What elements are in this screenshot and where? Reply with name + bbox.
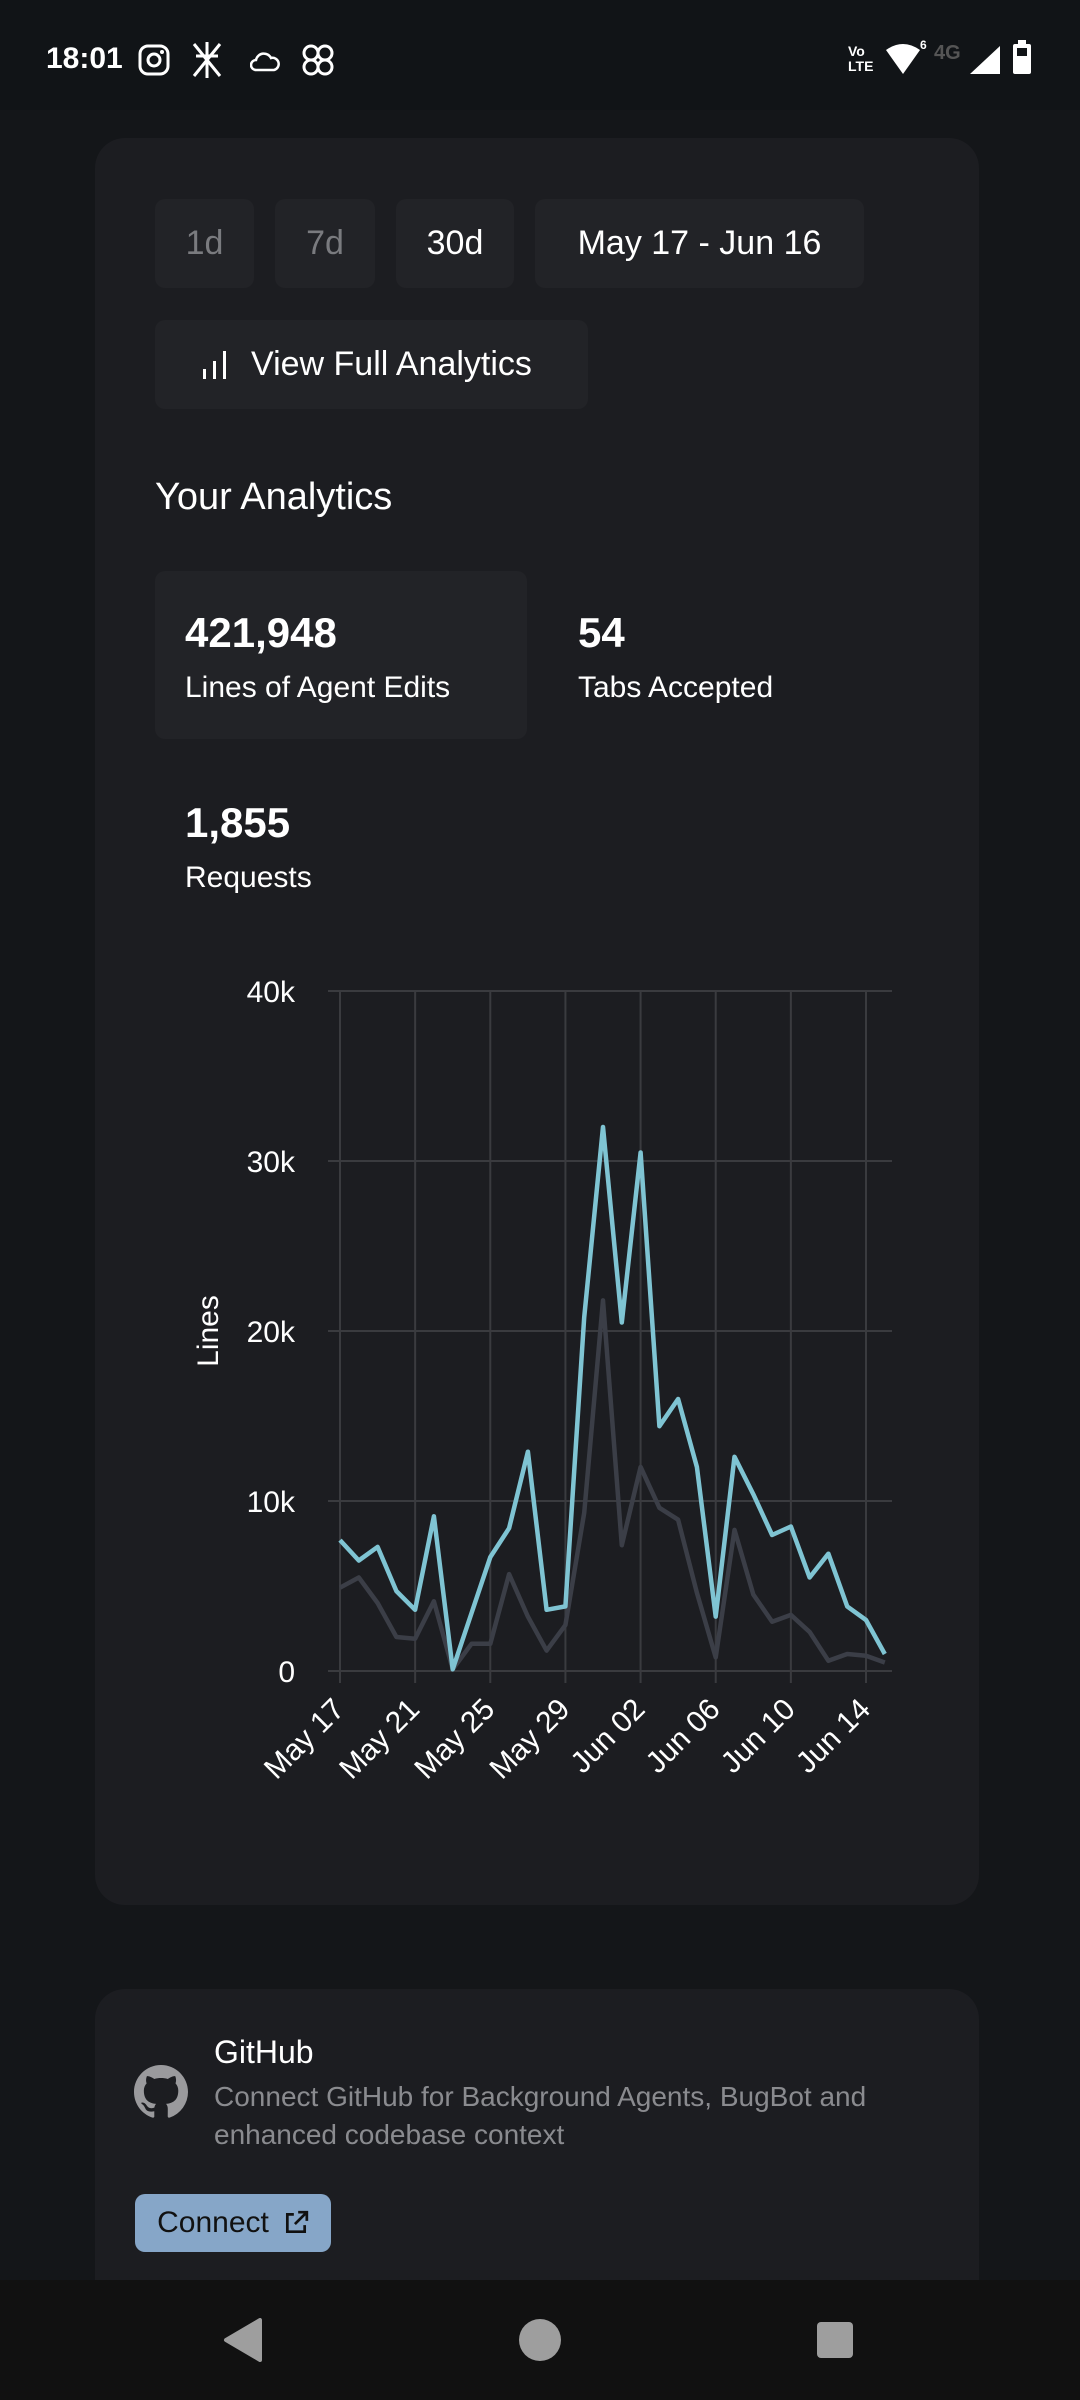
weather-cloud-icon xyxy=(250,52,280,72)
battery-icon xyxy=(1013,40,1031,74)
home-icon[interactable] xyxy=(518,2318,562,2362)
view-full-analytics-button[interactable]: View Full Analytics xyxy=(155,320,588,409)
stat-card-requests: 1,855 Requests xyxy=(155,761,527,929)
status-time: 18:01 xyxy=(46,42,123,75)
y-tick-label: 10k xyxy=(247,1486,296,1519)
stat-card-tabs-accepted: 54 Tabs Accepted xyxy=(548,571,920,739)
stat-label: Tabs Accepted xyxy=(578,671,774,704)
stat-label: Requests xyxy=(185,861,312,894)
x-tick-label: Jun 14 xyxy=(790,1693,877,1780)
stat-value: 421,948 xyxy=(185,609,337,656)
stat-card-agent-edits: 421,948 Lines of Agent Edits xyxy=(155,571,527,739)
x-tick-label: Jun 10 xyxy=(715,1693,802,1780)
github-icon xyxy=(134,2065,188,2118)
wifi-badge: 6 xyxy=(920,38,927,52)
x-tick-label: Jun 06 xyxy=(640,1693,727,1780)
back-icon[interactable] xyxy=(222,2318,262,2362)
network-type: 4G xyxy=(934,42,961,64)
bar-chart-icon xyxy=(203,350,226,379)
navigation-bar xyxy=(0,2280,1080,2400)
range-1d-button[interactable]: 1d xyxy=(155,199,254,288)
recents-icon[interactable] xyxy=(815,2320,855,2360)
stat-value: 1,855 xyxy=(185,799,291,846)
instagram-icon xyxy=(138,44,170,76)
external-link-icon xyxy=(285,2210,309,2234)
analytics-card xyxy=(95,138,979,1905)
github-card xyxy=(95,1989,979,2329)
range-30d-button[interactable]: 30d xyxy=(396,199,514,288)
app-icon xyxy=(192,42,222,78)
range-7d-button[interactable]: 7d xyxy=(275,199,375,288)
x-tick-label: May 21 xyxy=(333,1693,426,1786)
y-tick-label: 20k xyxy=(247,1316,296,1349)
volte-indicator: Vo LTE xyxy=(848,43,874,74)
wifi-icon xyxy=(886,44,920,74)
x-tick-label: May 29 xyxy=(483,1693,576,1786)
status-bar: 18:01 Vo LTE 6 4G xyxy=(0,0,1080,110)
github-title: GitHub xyxy=(214,2034,314,2070)
x-tick-label: Jun 02 xyxy=(564,1693,651,1780)
series-line-total xyxy=(338,1124,887,1672)
y-tick-label: 40k xyxy=(247,976,296,1009)
connect-label: Connect xyxy=(157,2206,269,2239)
y-tick-label: 30k xyxy=(247,1146,296,1179)
fan-icon xyxy=(302,44,334,76)
stat-label: Lines of Agent Edits xyxy=(185,671,451,704)
y-tick-label: 0 xyxy=(278,1656,295,1689)
signal-icon xyxy=(970,46,1000,74)
stat-value: 54 xyxy=(578,609,625,656)
x-tick-label: May 25 xyxy=(408,1693,501,1786)
series-line-accepted xyxy=(338,1298,886,1672)
connect-github-button[interactable]: Connect xyxy=(135,2194,331,2252)
section-title: Your Analytics xyxy=(155,476,393,518)
github-description: Connect GitHub for Background Agents, Bu… xyxy=(214,2081,867,2150)
x-tick-label: May 17 xyxy=(258,1693,351,1786)
view-full-analytics-label: View Full Analytics xyxy=(251,345,532,383)
y-axis-label: Lines xyxy=(192,1295,225,1367)
date-range-picker[interactable]: May 17 - Jun 16 xyxy=(535,199,864,288)
